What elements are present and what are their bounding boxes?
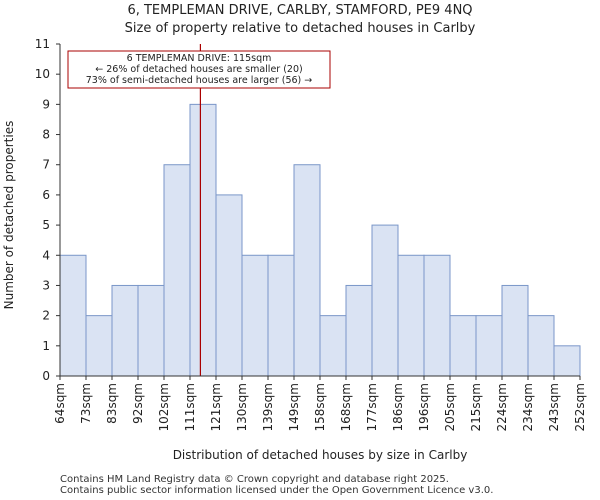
- y-tick-label: 1: [42, 339, 50, 353]
- y-tick-label: 10: [35, 67, 50, 81]
- x-tick-label: 215sqm: [469, 383, 483, 431]
- x-tick-label: 139sqm: [261, 383, 275, 431]
- y-tick-label: 6: [42, 188, 50, 202]
- bar-243sqm: [553, 345, 581, 377]
- bar-215sqm: [475, 315, 503, 377]
- bar-149sqm: [293, 164, 321, 377]
- chart-subtitle: Size of property relative to detached ho…: [124, 21, 476, 36]
- x-tick-label: 252sqm: [573, 383, 587, 431]
- x-tick-label: 177sqm: [365, 383, 379, 431]
- y-tick-label: 2: [42, 309, 50, 323]
- bar-139sqm: [267, 254, 295, 377]
- x-tick-label: 64sqm: [53, 383, 67, 424]
- bar-102sqm: [163, 164, 191, 377]
- bar-205sqm: [449, 315, 477, 377]
- bar-92sqm: [137, 284, 165, 377]
- x-tick-label: 121sqm: [209, 383, 223, 431]
- y-tick-label: 9: [42, 97, 50, 111]
- bar-177sqm: [371, 224, 399, 377]
- x-tick-label: 92sqm: [131, 383, 145, 424]
- x-tick-label: 102sqm: [157, 383, 171, 431]
- bar-73sqm: [85, 315, 113, 377]
- y-tick-label: 8: [42, 128, 50, 142]
- y-tick-label: 5: [42, 218, 50, 232]
- y-tick-label: 0: [42, 369, 50, 383]
- bar-121sqm: [215, 194, 243, 377]
- x-tick-label: 149sqm: [287, 383, 301, 431]
- bar-83sqm: [111, 284, 139, 377]
- x-tick-label: 243sqm: [547, 383, 561, 431]
- y-tick-label: 11: [35, 37, 50, 51]
- x-ticks-group: 64sqm 73sqm 83sqm 92sqm 102sqm 111sqm 121sqm 13…: [53, 376, 587, 431]
- x-tick-label: 168sqm: [339, 383, 353, 431]
- chart-title: 6, TEMPLEMAN DRIVE, CARLBY, STAMFORD, PE…: [127, 3, 473, 18]
- annotation-line-2: ← 26% of detached houses are smaller (20…: [95, 64, 302, 75]
- footer-copyright: Contains HM Land Registry data © Crown c…: [60, 474, 449, 485]
- x-tick-label: 196sqm: [417, 383, 431, 431]
- x-tick-label: 73sqm: [79, 383, 93, 424]
- bar-168sqm: [345, 284, 373, 377]
- annotation-line-1: 6 TEMPLEMAN DRIVE: 115sqm: [127, 53, 272, 64]
- bar-234sqm: [527, 315, 555, 377]
- y-axis-label: Number of detached properties: [2, 121, 16, 310]
- bar-224sqm: [501, 284, 529, 377]
- x-tick-label: 111sqm: [183, 383, 197, 431]
- bar-130sqm: [241, 254, 269, 377]
- y-tick-label: 7: [42, 158, 50, 172]
- bars-group: [59, 103, 581, 377]
- bar-158sqm: [319, 315, 347, 377]
- marker-annotation: 6 TEMPLEMAN DRIVE: 115sqm ← 26% of detac…: [67, 50, 331, 89]
- x-tick-label: 130sqm: [235, 383, 249, 431]
- bar-186sqm: [397, 254, 425, 377]
- bar-64sqm: [59, 254, 87, 377]
- x-tick-label: 186sqm: [391, 383, 405, 431]
- annotation-line-3: 73% of semi-detached houses are larger (…: [86, 75, 313, 86]
- annotation-box: [67, 50, 331, 89]
- x-tick-label: 205sqm: [443, 383, 457, 431]
- x-tick-label: 83sqm: [105, 383, 119, 424]
- y-tick-label: 4: [42, 248, 50, 262]
- bar-111sqm: [189, 103, 217, 377]
- x-tick-label: 234sqm: [521, 383, 535, 431]
- x-tick-label: 158sqm: [313, 383, 327, 431]
- x-axis-label: Distribution of detached houses by size …: [173, 448, 468, 462]
- y-ticks-group: 0 1 2 3 4 5 6 7 8 9 10 11: [35, 37, 60, 383]
- footer-licence: Contains public sector information licen…: [60, 485, 494, 496]
- x-tick-label: 224sqm: [495, 383, 509, 431]
- bar-196sqm: [423, 254, 451, 377]
- y-tick-label: 3: [42, 278, 50, 292]
